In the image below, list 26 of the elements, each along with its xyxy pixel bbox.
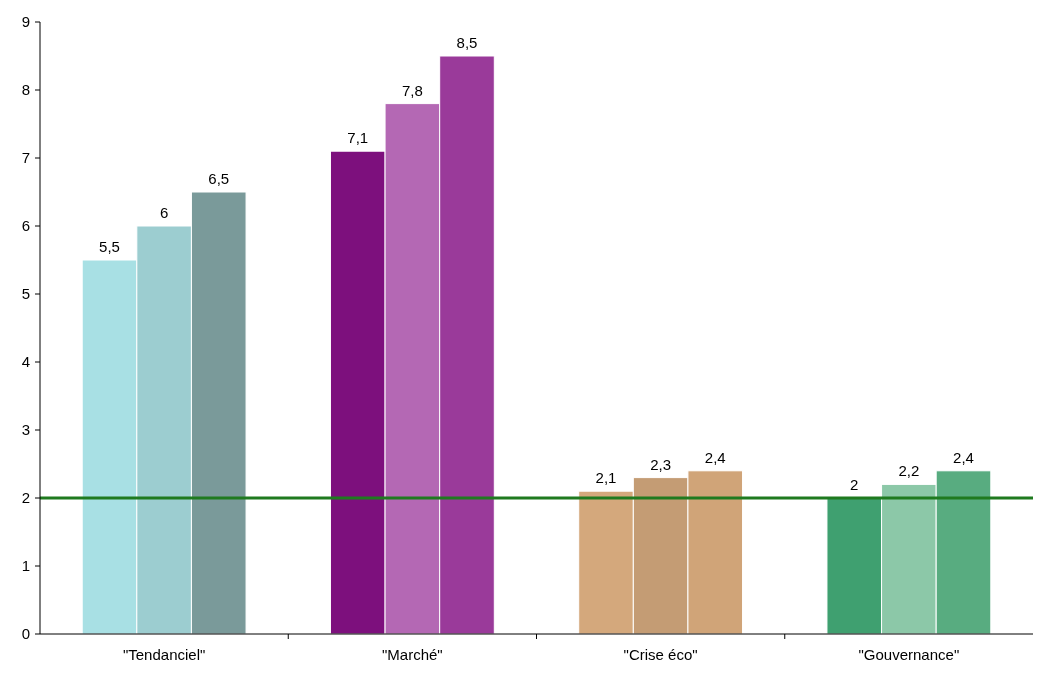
x-tick-label: "Crise éco"	[623, 646, 698, 663]
y-tick-label: 1	[21, 557, 30, 575]
data-label: 6	[159, 204, 169, 221]
data-label: 2,4	[704, 448, 726, 466]
data-label: 2,2	[898, 462, 920, 480]
data-label: 6,5	[208, 170, 230, 187]
y-tick-label: 9	[21, 13, 30, 31]
y-tick-label: 5	[21, 285, 30, 303]
data-label: 7,8	[401, 81, 423, 99]
y-tick-label: 6	[21, 217, 30, 235]
y-tick-label: 4	[21, 353, 30, 371]
y-tick-label: 2	[21, 489, 30, 507]
x-tick-label: "Tendanciel"	[122, 646, 206, 663]
y-tick-label: 7	[21, 149, 30, 167]
data-label: 2	[850, 476, 859, 493]
y-tick-label: 0	[21, 625, 30, 643]
data-label: 7,1	[347, 129, 369, 147]
y-tick-label: 8	[21, 81, 30, 99]
data-label: 8,5	[456, 34, 478, 51]
x-tick-label: "Gouvernance"	[858, 646, 960, 663]
x-tick-label: "Marché"	[382, 646, 443, 663]
data-label: 5,5	[99, 238, 120, 255]
y-tick-label: 3	[21, 421, 30, 439]
data-label: 2,1	[595, 469, 617, 487]
data-label: 2,4	[953, 448, 974, 466]
data-label: 2,3	[650, 455, 672, 473]
